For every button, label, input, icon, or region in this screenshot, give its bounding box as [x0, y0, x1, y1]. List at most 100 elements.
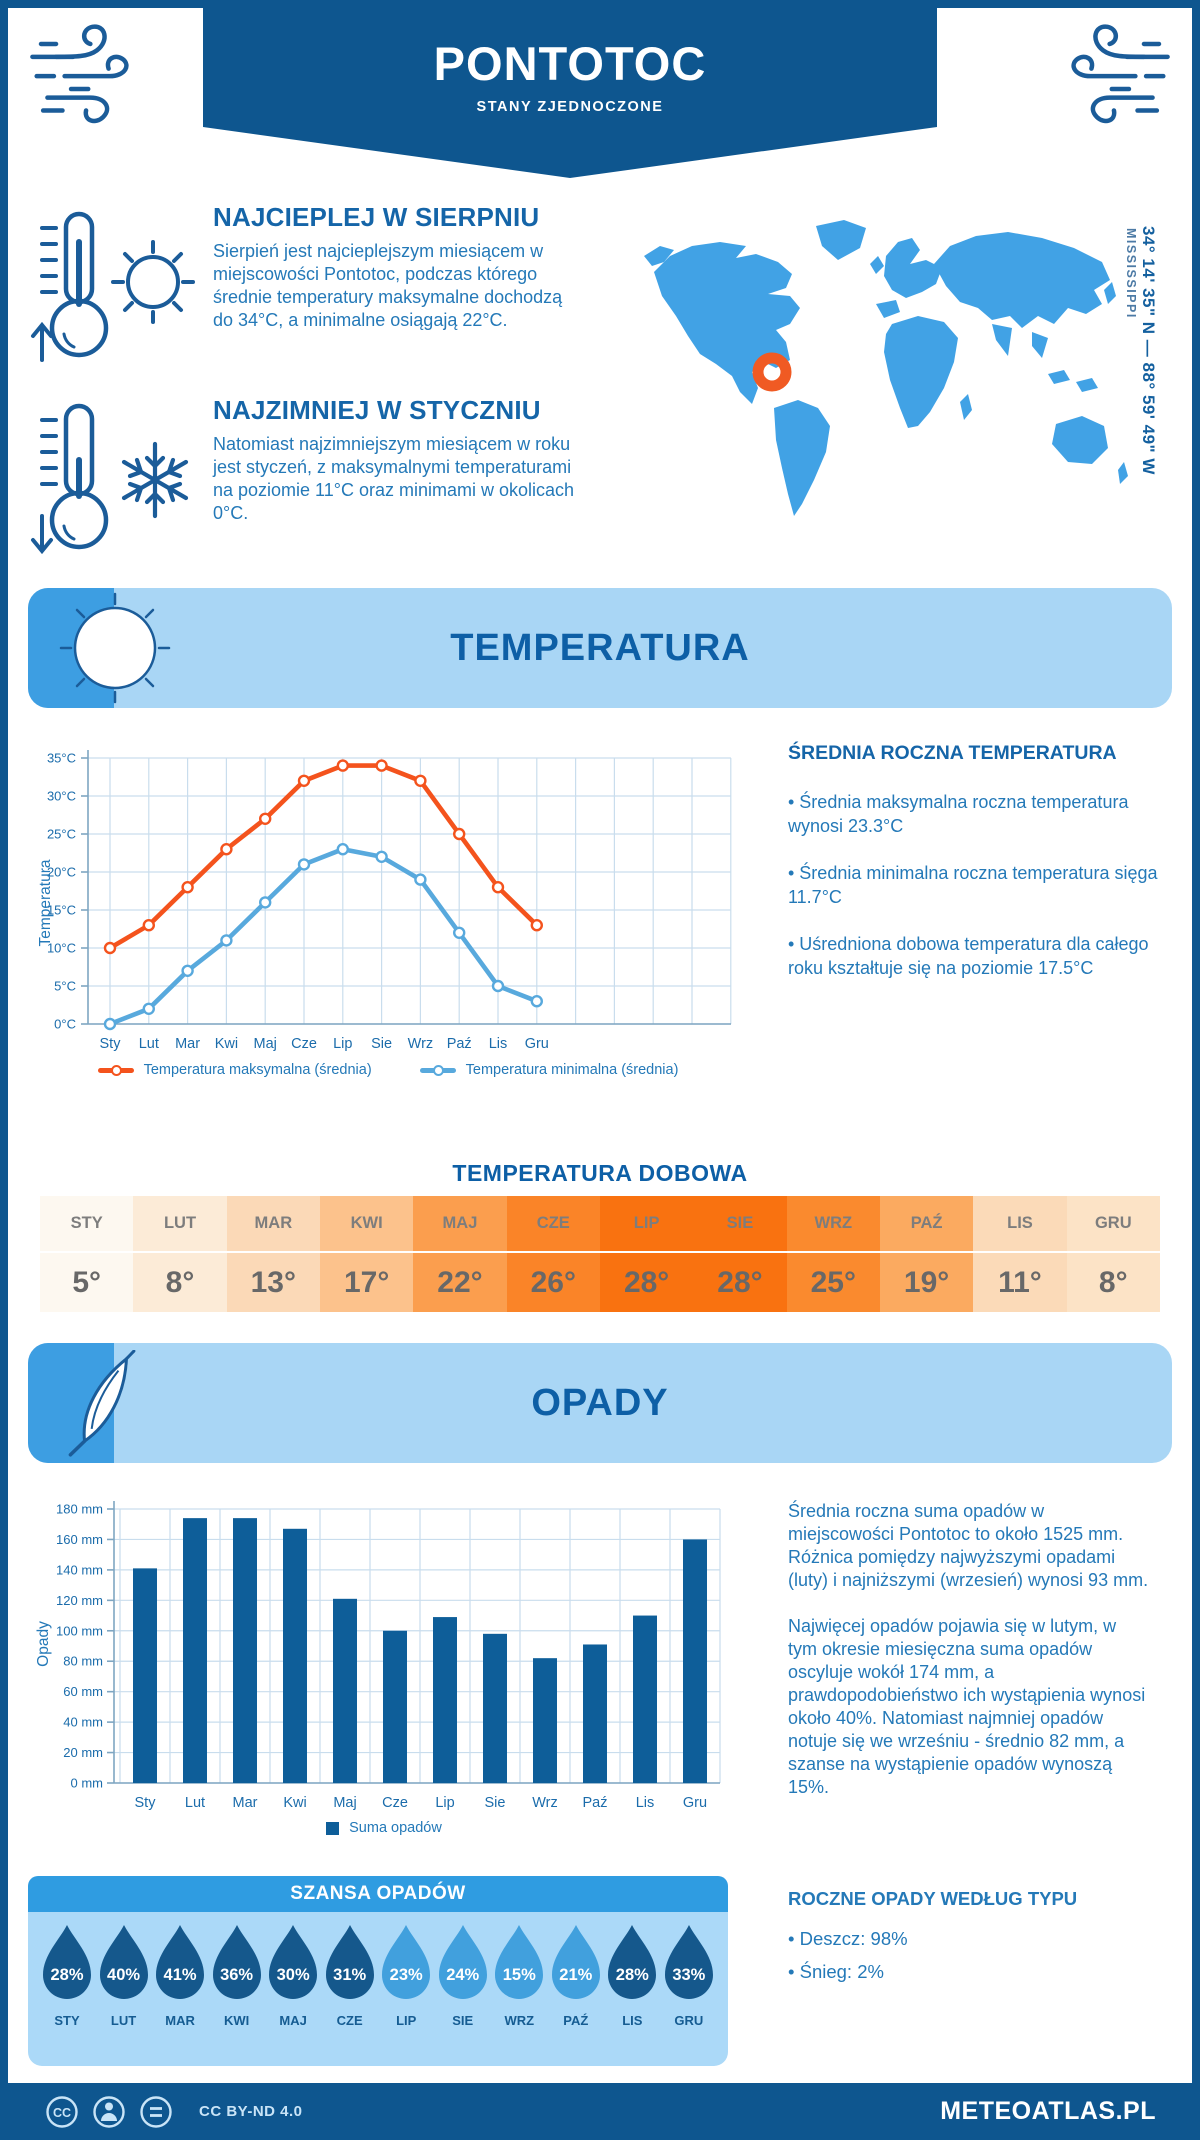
daily-temp-month: PAŹ	[879, 1196, 974, 1253]
rain-type-bullet: • Deszcz: 98%	[788, 1928, 908, 1949]
rain-chance-item: 28% STY	[39, 1924, 95, 2066]
thermometer-up-icon	[31, 211, 195, 362]
droplet-icon	[99, 1925, 148, 1999]
svg-text:120 mm: 120 mm	[56, 1593, 103, 1608]
precipitation-section-title: OPADY	[531, 1382, 669, 1424]
legend-label: Temperatura minimalna (średnia)	[465, 1062, 679, 1078]
daily-temp-cell: KWI 17°	[319, 1196, 414, 1312]
daily-temp-month: KWI	[319, 1196, 414, 1253]
legend-item: Temperatura maksymalna (średnia)	[97, 1062, 372, 1078]
rain-chance-item: 24% SIE	[435, 1924, 491, 2066]
svg-text:160 mm: 160 mm	[56, 1532, 103, 1547]
svg-text:Wrz: Wrz	[408, 1036, 434, 1052]
daily-temp-value: 8°	[1098, 1265, 1128, 1299]
rain-chance-item: 40% LUT	[96, 1924, 152, 2066]
svg-text:Sie: Sie	[485, 1795, 506, 1811]
legend-swatch	[97, 1064, 134, 1076]
svg-text:30°C: 30°C	[47, 789, 76, 804]
daily-temp-cell: WRZ 25°	[786, 1196, 880, 1312]
coordinates-text: 34° 14' 35" N — 88° 59' 49" W	[1139, 226, 1158, 475]
precipitation-legend: Suma opadów	[28, 1820, 740, 1836]
droplet-icon	[156, 1925, 205, 1999]
page-subtitle: STANY ZJEDNOCZONE	[476, 99, 664, 115]
snowflake-icon	[121, 441, 189, 519]
daily-temp-month: SIE	[693, 1196, 787, 1253]
map-continents	[644, 220, 1128, 516]
brand-text: METEOATLAS.PL	[940, 2097, 1156, 2125]
license-text: CC BY-ND 4.0	[199, 2103, 303, 2120]
legend-item: Temperatura minimalna (średnia)	[419, 1062, 679, 1078]
thermometer-down-icon	[31, 403, 189, 555]
rain-chance-month: MAJ	[279, 2013, 307, 2028]
region-text: MISSISSIPPI	[1124, 228, 1138, 319]
svg-text:140 mm: 140 mm	[56, 1562, 103, 1577]
rain-chance-month: PAŹ	[563, 2013, 589, 2028]
rain-chance-item: 30% MAJ	[265, 1924, 321, 2066]
temperature-section-title: TEMPERATURA	[450, 627, 750, 669]
rain-chance-panel: SZANSA OPADÓW 28% STY 40% LUT 41% MAR 36% KWI 30…	[28, 1876, 728, 2066]
svg-text:20 mm: 20 mm	[63, 1745, 103, 1760]
svg-text:60 mm: 60 mm	[63, 1684, 103, 1699]
svg-text:40 mm: 40 mm	[63, 1715, 103, 1730]
daily-temperature-title: TEMPERATURA DOBOWA	[452, 1160, 748, 1186]
precip-paragraph: Najwięcej opadów pojawia się w lutym, w …	[788, 1616, 1146, 1797]
rain-chance-month: SIE	[452, 2013, 474, 2028]
rain-chance-value: 21%	[559, 1966, 593, 1984]
svg-text:20°C: 20°C	[47, 865, 76, 880]
svg-text:Gru: Gru	[683, 1795, 707, 1811]
highlight-cold-text: Natomiast najzimniejszym miesiącem w rok…	[213, 434, 575, 523]
rain-type-heading: ROCZNE OPADY WEDŁUG TYPU	[788, 1888, 1078, 1909]
daily-temp-month: LUT	[133, 1196, 227, 1253]
rain-chance-item: 36% KWI	[209, 1924, 265, 2066]
legend-swatch	[326, 1821, 340, 1835]
svg-text:35°C: 35°C	[47, 751, 76, 766]
header-banner: PONTOTOC STANY ZJEDNOCZONE	[203, 8, 937, 178]
daily-temp-cell: MAJ 22°	[413, 1196, 507, 1312]
droplet-icon	[608, 1925, 657, 1999]
rain-chance-title: SZANSA OPADÓW	[28, 1876, 728, 1912]
rain-chance-month: MAR	[165, 2013, 195, 2028]
svg-text:180 mm: 180 mm	[56, 1502, 103, 1517]
daily-temp-value: 17°	[343, 1265, 390, 1299]
temperature-line-chart: 0°C 5°C 10°C 15°C 20°C 25°C 30°C 35°C Sty Lut Mar K…	[47, 750, 732, 1052]
rain-chance-item: 15% WRZ	[491, 1924, 547, 2066]
rain-chance-value: 36%	[220, 1966, 254, 1984]
svg-text:Maj: Maj	[333, 1795, 356, 1811]
droplet-icon	[438, 1925, 487, 1999]
svg-text:Mar: Mar	[233, 1795, 258, 1811]
umbrella-icon	[68, 1350, 136, 1457]
daily-temp-cell: GRU 8°	[1066, 1196, 1160, 1312]
daily-temp-value: 13°	[250, 1265, 296, 1299]
droplet-icon	[325, 1925, 374, 1999]
daily-temp-cell: CZE 26°	[506, 1196, 600, 1312]
svg-text:Lip: Lip	[333, 1036, 352, 1052]
highlight-warm-heading: NAJCIEPLEJ W SIERPNIU	[213, 202, 540, 232]
daily-temp-cell: LUT 8°	[133, 1196, 227, 1312]
daily-temp-month: STY	[40, 1196, 134, 1253]
rain-chance-value: 40%	[107, 1966, 141, 1984]
svg-text:25°C: 25°C	[47, 827, 76, 842]
temperature-section-band: TEMPERATURA	[28, 588, 1172, 708]
svg-text:Sty: Sty	[135, 1795, 157, 1811]
rain-chance-value: 24%	[446, 1966, 480, 1984]
annual-bullet: • Uśredniona dobowa temperatura dla całe…	[788, 934, 1149, 978]
daily-temp-cell: PAŹ 19°	[879, 1196, 974, 1312]
daily-temp-value: 19°	[903, 1265, 950, 1299]
footer-bar: CC CC BY-ND 4.0 METEOATLAS.PL	[0, 2083, 1200, 2140]
highlight-warm-text: Sierpień jest najcieplejszym miesiącem w…	[213, 241, 563, 330]
droplet-icon	[43, 1925, 91, 1999]
svg-text:Maj: Maj	[254, 1036, 277, 1052]
rain-chance-item: 33% GRU	[661, 1924, 717, 2066]
svg-text:Lut: Lut	[185, 1795, 205, 1811]
daily-temp-value: 25°	[810, 1265, 856, 1299]
temperature-y-axis-label: Temperatura	[37, 859, 54, 947]
droplet-icon	[495, 1925, 544, 1999]
daily-temp-cell: STY 5°	[40, 1196, 134, 1312]
rain-type-bullet: • Śnieg: 2%	[788, 1961, 884, 1982]
svg-text:0°C: 0°C	[54, 1017, 76, 1032]
rain-chance-value: 15%	[502, 1966, 536, 1984]
svg-text:Lis: Lis	[489, 1036, 508, 1052]
daily-temp-value: 5°	[72, 1265, 101, 1299]
daily-temp-month: LIP	[599, 1196, 694, 1253]
